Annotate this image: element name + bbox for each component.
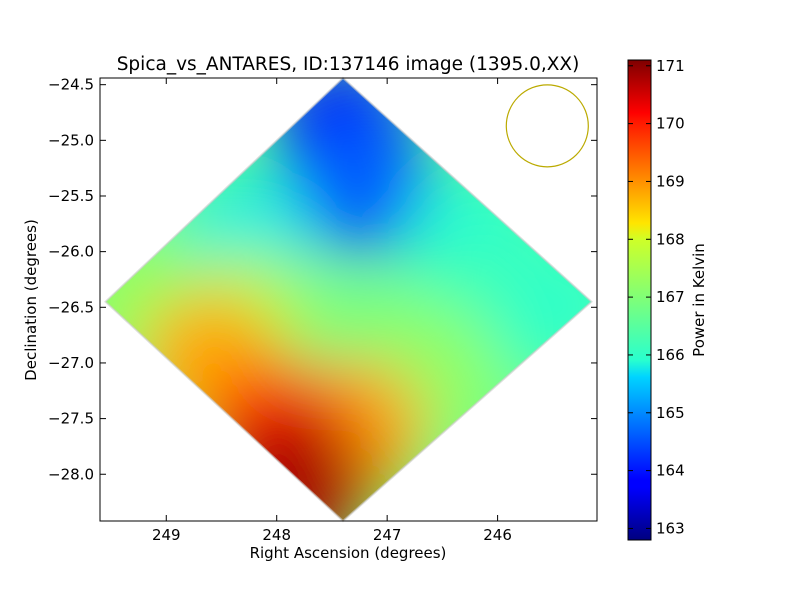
- y-tick-label: −26.5: [48, 298, 94, 316]
- chart-title: Spica_vs_ANTARES, ID:137146 image (1395.…: [117, 54, 580, 75]
- colorbar-tick-label: 169: [656, 172, 685, 190]
- colorbar-label: Power in Kelvin: [690, 243, 708, 357]
- y-tick-label: −26.0: [48, 243, 94, 261]
- colorbar-ticks: 163 164 165 166 167 168 169 170 171: [628, 57, 685, 537]
- y-axis-label: Declination (degrees): [22, 219, 40, 381]
- x-tick-label: 247: [373, 526, 402, 544]
- x-tick-label: 246: [483, 526, 512, 544]
- y-tick-label: −27.0: [48, 354, 94, 372]
- x-tick-label: 248: [262, 526, 291, 544]
- y-tick-label: −24.5: [48, 76, 94, 94]
- colorbar-tick-label: 165: [656, 404, 685, 422]
- plot-frame: [99, 77, 598, 522]
- colorbar-tick-label: 168: [656, 230, 685, 248]
- field-sample: [493, 237, 592, 378]
- colorbar-tick-label: 163: [656, 519, 685, 537]
- x-tick-label: 249: [152, 526, 181, 544]
- colorbar-tick-label: 170: [656, 115, 685, 133]
- colorbar-tick-label: 164: [656, 462, 685, 480]
- y-tick-label: −25.0: [48, 131, 94, 149]
- colorbar-tick-label: 167: [656, 288, 685, 306]
- field-sample: [295, 114, 436, 255]
- y-axis: −24.5 −25.0 −25.5 −26.0 −26.5 −27.0 −27.5 −28.0: [48, 76, 597, 483]
- x-axis-label: Right Ascension (degrees): [250, 544, 447, 562]
- colorbar-tick-label: 171: [656, 57, 685, 75]
- colorbar: [627, 59, 652, 541]
- x-axis: 249 248 247 246: [152, 78, 512, 544]
- y-tick-label: −25.5: [48, 187, 94, 205]
- colorbar-tick-label: 166: [656, 346, 685, 364]
- y-tick-label: −28.0: [48, 465, 94, 483]
- y-tick-label: −27.5: [48, 410, 94, 428]
- beam-circle: [505, 84, 589, 168]
